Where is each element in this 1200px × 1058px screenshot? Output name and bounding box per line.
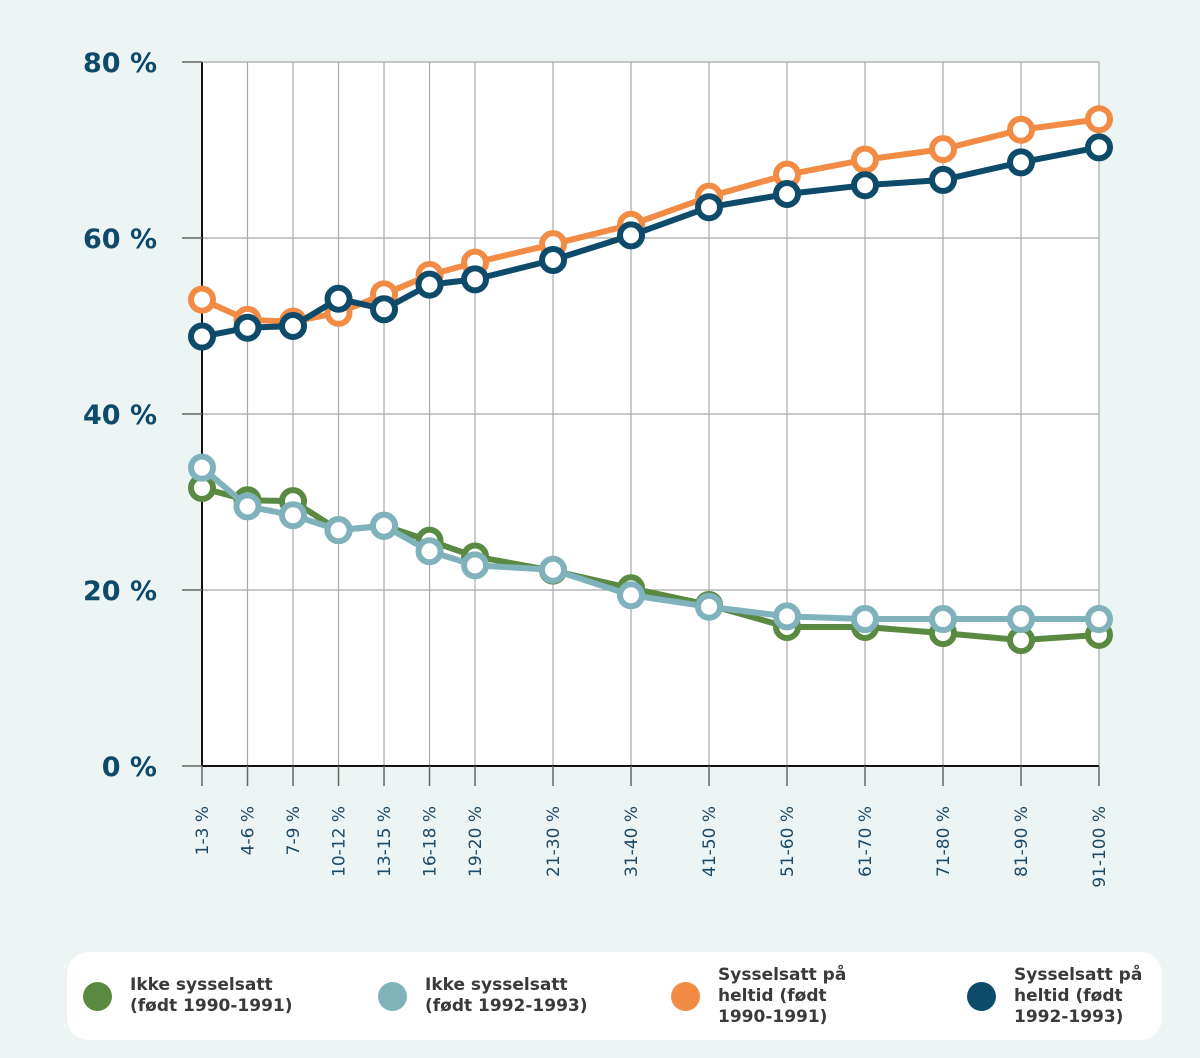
x-tick-label: 41-50 % [700,806,720,877]
series-1 [188,453,1113,634]
legend-item-fulltime-1992-1993: Sysselsatt på heltid (født 1992-1993) [967,952,1142,1040]
series-group [188,105,1113,655]
data-point [773,180,802,208]
legend-label: Ikke sysselsatt (født 1992-1993) [425,975,588,1016]
data-point [1085,105,1113,134]
data-point [539,246,568,274]
legend-dot-teal-icon [378,981,407,1011]
legend-label: Sysselsatt på heltid (født 1992-1993) [1014,964,1143,1027]
data-point [851,145,880,174]
data-point [929,165,958,194]
data-point [929,605,958,634]
legend-dot-orange-icon [671,981,700,1011]
x-tick-label: 91-100 % [1090,806,1110,888]
data-point [279,501,308,530]
x-tick-label: 21-30 % [544,806,564,877]
y-tick-label: 60 % [83,224,157,255]
x-axis-ticks: 1-3 % 4-6 % 7-9 % 10-12 % 13-15 % 16-18 % 19-2… [193,766,1110,888]
data-point [415,537,444,566]
data-point [695,592,724,621]
data-point [1007,115,1036,144]
data-point [324,516,353,545]
x-tick-label: 19-20 % [466,806,486,877]
y-tick-label: 0 % [102,752,157,783]
data-point [773,602,802,631]
data-point [370,295,399,324]
legend-dot-navy-icon [967,981,996,1011]
data-point [851,171,880,200]
series-3 [188,133,1113,351]
gridlines [202,61,1100,766]
data-point [617,581,646,610]
data-point [370,511,399,540]
y-tick-label: 20 % [83,576,157,607]
legend-label: Sysselsatt på heltid (født 1990-1991) [718,964,847,1027]
data-point [695,193,724,222]
legend-dot-green-icon [83,981,112,1011]
legend-item-not-employed-1992-1993: Ikke sysselsatt (født 1992-1993) [378,952,588,1040]
x-tick-label: 13-15 % [375,806,395,877]
x-tick-label: 51-60 % [778,806,798,877]
legend: Ikke sysselsatt (født 1990-1991) Ikke sy… [67,952,1162,1040]
x-tick-label: 31-40 % [622,806,642,877]
x-tick-label: 4-6 % [239,806,259,855]
x-tick-label: 7-9 % [284,806,304,855]
data-point [188,322,216,351]
y-tick-label: 80 % [83,48,157,79]
x-tick-label: 61-70 % [856,806,876,877]
data-point [233,313,262,342]
x-tick-label: 81-90 % [1012,806,1032,877]
data-point [929,135,958,164]
data-point [233,492,262,521]
data-point [539,555,568,584]
data-point [1007,148,1036,177]
legend-label: Ikke sysselsatt (født 1990-1991) [130,975,293,1016]
data-point [188,285,216,314]
x-tick-label: 16-18 % [421,806,441,877]
x-tick-label: 10-12 % [330,806,350,877]
y-tick-label: 40 % [83,400,157,431]
data-point [851,605,880,634]
data-point [617,221,646,250]
line-chart: 0 % 20 % 40 % 60 % 80 % 1-3 % 4-6 % 7-9 % 10-12… [83,48,1113,888]
legend-item-not-employed-1990-1991: Ikke sysselsatt (født 1990-1991) [83,952,293,1040]
data-point [324,284,353,313]
x-tick-label: 1-3 % [193,806,213,855]
data-point [415,270,444,299]
y-axis-ticks: 0 % 20 % 40 % 60 % 80 % [83,48,202,783]
data-point [279,312,308,340]
data-point [461,265,490,294]
data-point [188,453,216,482]
x-tick-label: 71-80 % [934,806,954,877]
data-point [1007,605,1036,634]
data-point [1085,133,1113,162]
data-point [461,551,490,580]
legend-item-fulltime-1990-1991: Sysselsatt på heltid (født 1990-1991) [671,952,846,1040]
data-point [1085,605,1113,634]
